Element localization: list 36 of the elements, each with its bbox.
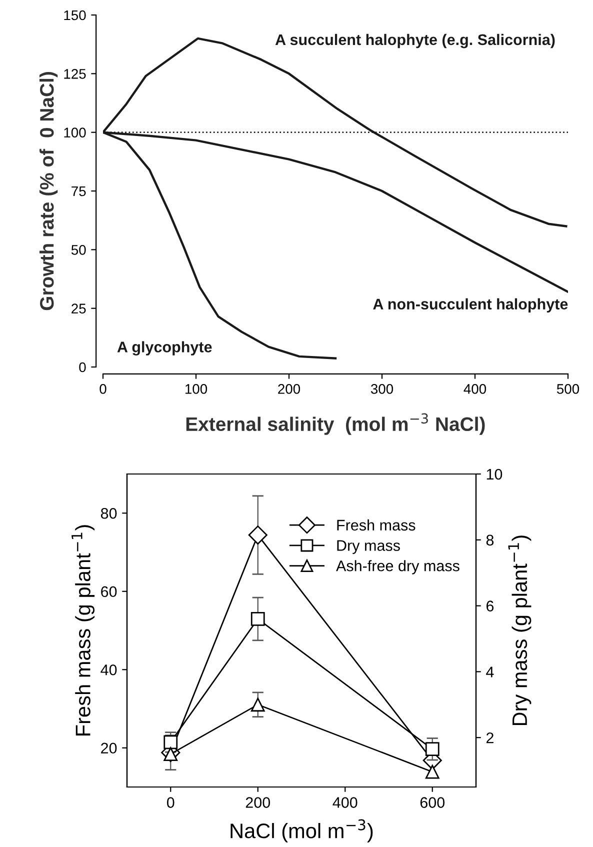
x-tick-label: 500 <box>556 384 580 394</box>
y-tick-label: 50 <box>71 245 86 255</box>
y2-tick-label: 8 <box>486 534 494 546</box>
y2-tick-label: 6 <box>486 600 494 612</box>
y-axis-title: Growth rate (% of 0 NaCl) <box>39 72 58 310</box>
y-tick-label: 80 <box>100 508 117 519</box>
y-tick-label: 60 <box>101 586 117 598</box>
series-label: A glycophyte <box>117 341 212 356</box>
x-tick-label: 400 <box>464 384 486 394</box>
series-label: A non-succulent halophyte <box>373 298 568 313</box>
series-label: A succulent halophyte (e.g. Salicornia) <box>275 34 555 48</box>
y-tick-label: 20 <box>101 742 117 754</box>
x-axis-title: NaCl (mol m$^{−3}$) <box>230 819 373 842</box>
y-tick-label: 150 <box>64 10 86 20</box>
y2-axis-title: Dry mass (g plant$^{−1}$) <box>508 536 532 726</box>
y2-tick-label: 4 <box>486 666 494 678</box>
legend-label: Dry mass <box>337 540 400 554</box>
legend-label: Fresh mass <box>337 519 416 531</box>
x-axis-title: External salinity (mol m$^{−3}$ NaCl) <box>186 413 485 435</box>
legend-label: Ash-free dry mass <box>336 560 460 574</box>
y-tick-label: 40 <box>100 664 117 676</box>
x-tick-label: 0 <box>166 797 174 808</box>
y-tick-label: 25 <box>72 304 86 314</box>
y-axis-title: Fresh mass (g plant$^{−1}$) <box>72 525 95 736</box>
y-tick-label: 0 <box>79 362 86 372</box>
x-tick-label: 200 <box>246 797 270 808</box>
x-tick-label: 400 <box>332 797 358 808</box>
x-tick-label: 600 <box>420 797 445 808</box>
x-tick-label: 300 <box>370 384 394 394</box>
y2-tick-label: 10 <box>486 468 502 480</box>
x-tick-label: 200 <box>278 384 300 394</box>
y-tick-label: 100 <box>64 128 86 138</box>
y2-tick-label: 2 <box>486 732 494 744</box>
y-tick-label: 125 <box>64 69 86 79</box>
y-tick-label: 75 <box>72 186 86 196</box>
x-tick-label: 100 <box>185 384 208 394</box>
